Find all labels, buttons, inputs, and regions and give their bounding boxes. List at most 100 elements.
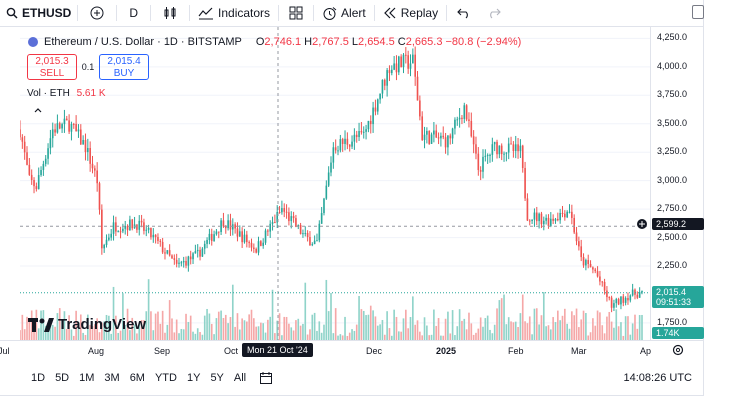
volume-bar: [98, 332, 101, 340]
close-value: 2,665.3: [405, 36, 443, 48]
add-crosshair-icon[interactable]: [636, 218, 648, 230]
range-button-5y[interactable]: 5Y: [210, 372, 224, 384]
volume-bar: [585, 313, 587, 340]
volume-bar: [592, 318, 594, 340]
sell-label: SELL: [39, 68, 65, 79]
candle-body: [580, 246, 583, 258]
candle-body: [355, 134, 358, 138]
collapse-legend-button[interactable]: [30, 105, 46, 119]
tradingview-logo[interactable]: TradingView: [28, 316, 146, 333]
range-button-all[interactable]: All: [233, 372, 247, 384]
volume-bar: [79, 314, 82, 340]
volume-bar: [442, 335, 445, 340]
chart-type-button[interactable]: [151, 0, 189, 26]
range-button-1y[interactable]: 1Y: [186, 372, 201, 384]
candle-body: [126, 225, 129, 231]
candle-body: [468, 119, 470, 121]
candle-body: [549, 218, 552, 227]
volume-bar: [157, 311, 159, 340]
undo-button[interactable]: [447, 0, 481, 26]
time-scale[interactable]: Jul Aug Sep Oct Dec 2025 Feb Mar Ap Mon 21 Oct '…: [0, 340, 704, 362]
legend-title[interactable]: Ethereum / U.S. Dollar · 1D · BITSTAMP: [44, 36, 242, 48]
volume-bar: [124, 324, 127, 340]
range-button-6m[interactable]: 6M: [129, 372, 145, 384]
candle-body: [222, 220, 225, 227]
volume-bar: [528, 316, 531, 340]
calendar-range-icon[interactable]: [259, 371, 273, 385]
candle-body: [171, 255, 173, 259]
volume-bar: [610, 321, 613, 340]
price-chart[interactable]: [20, 27, 650, 340]
time-tick-label: 2025: [436, 346, 457, 356]
candle-body: [564, 213, 566, 218]
candle-body: [253, 247, 255, 249]
range-button-3m[interactable]: 3M: [104, 372, 120, 384]
candle-body: [304, 233, 307, 235]
volume-bar: [302, 323, 304, 340]
chart-frame: [0, 0, 704, 396]
volume-bar: [199, 332, 201, 340]
interval-button[interactable]: D: [117, 0, 150, 26]
volume-bar: [575, 308, 578, 340]
volume-bar: [129, 330, 131, 340]
volume-bar: [26, 316, 28, 340]
range-button-5d[interactable]: 5D: [55, 372, 70, 384]
volume-bar: [437, 318, 440, 340]
candle-body: [433, 130, 435, 135]
volume-label[interactable]: Vol · ETH: [27, 88, 70, 99]
compare-button[interactable]: [78, 0, 116, 26]
candle-body: [306, 233, 309, 238]
volume-bar: [154, 313, 157, 340]
volume-bar: [386, 311, 388, 340]
candle-body: [587, 260, 590, 264]
candle-body: [351, 141, 353, 147]
volume-bar: [63, 311, 66, 340]
buy-button[interactable]: 2,015.4 BUY: [99, 54, 149, 80]
volume-bar: [542, 292, 545, 340]
range-button-1d[interactable]: 1D: [31, 372, 46, 384]
alert-button[interactable]: Alert: [314, 0, 374, 26]
candle-body: [30, 174, 33, 180]
volume-bar: [44, 325, 47, 340]
symbol-search[interactable]: ETHUSD: [0, 0, 77, 26]
volume-bar: [353, 330, 356, 340]
redo-button[interactable]: [481, 0, 507, 26]
candle-body: [278, 211, 281, 213]
candle-body: [528, 220, 531, 222]
utc-clock[interactable]: 14:08:26 UTC: [623, 372, 692, 384]
fullscreen-icon[interactable]: [692, 5, 704, 19]
volume-bar: [182, 329, 185, 340]
range-button-1m[interactable]: 1M: [79, 372, 95, 384]
candle-body: [220, 220, 222, 232]
candle-body: [136, 224, 138, 230]
volume-bar: [388, 328, 391, 340]
volume-bar: [461, 320, 463, 340]
candle-body: [33, 179, 35, 187]
volume-bar: [505, 324, 508, 340]
indicators-button[interactable]: Indicators: [190, 0, 278, 26]
price-scale[interactable]: 4,250.0 4,000.0 3,750.0 3,500.0 3,250.0 3,000…: [650, 27, 704, 340]
volume-bar: [217, 311, 220, 340]
candle-body: [89, 148, 91, 164]
volume-bar: [224, 314, 227, 340]
candle-body: [49, 138, 52, 149]
volume-bar: [246, 321, 248, 340]
volume-bar: [196, 328, 199, 340]
candle-body: [461, 117, 463, 119]
volume-bar: [596, 310, 599, 340]
candle-body: [98, 183, 101, 210]
replay-button[interactable]: Replay: [375, 0, 446, 26]
candle-body: [224, 226, 227, 229]
volume-bar: [318, 321, 321, 340]
candle-body: [201, 248, 204, 257]
layouts-button[interactable]: [279, 0, 313, 26]
change-value: −80.8 (−2.94%): [445, 36, 522, 48]
sell-button[interactable]: 2,015.3 SELL: [27, 54, 77, 80]
redo-icon: [490, 8, 501, 19]
candle-body: [70, 124, 73, 132]
candle-body: [412, 54, 414, 64]
volume-bar: [379, 324, 381, 340]
alarm-clock-icon: [323, 6, 337, 20]
settings-gear-icon[interactable]: [672, 344, 684, 356]
range-button-ytd[interactable]: YTD: [154, 372, 177, 384]
